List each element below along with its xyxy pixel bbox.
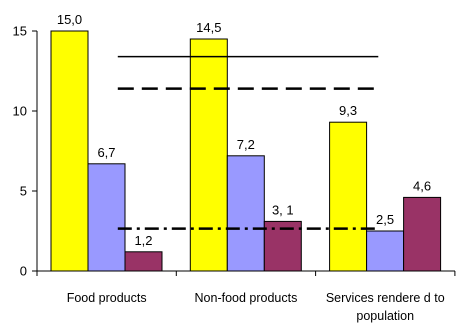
bar — [87, 163, 126, 272]
data-label: 9,3 — [339, 103, 357, 118]
bar — [50, 30, 89, 272]
x-category-label: Services rendere d to — [326, 291, 445, 305]
data-label: 2,5 — [376, 212, 394, 227]
y-tick-label: 5 — [20, 184, 27, 199]
data-label: 14,5 — [196, 20, 221, 35]
data-label: 3, 1 — [272, 202, 294, 217]
bar — [226, 155, 265, 272]
y-tick-label: 0 — [20, 264, 27, 279]
plot-area: 0 5 10 15 15,0 14,5 9,3 6,7 7,2 2,5 1,2 3, 1 4,6 Food… — [13, 12, 456, 323]
data-label: 15,0 — [57, 12, 82, 27]
bar — [366, 230, 405, 272]
data-label: 1,2 — [134, 233, 152, 248]
x-category-label: Non-food products — [195, 291, 298, 305]
bar — [124, 251, 163, 272]
x-category-label: Food products — [67, 291, 147, 305]
data-label: 7,2 — [237, 137, 255, 152]
data-label: 6,7 — [97, 145, 115, 160]
x-category-label: population — [356, 309, 414, 323]
y-tick-label: 10 — [13, 104, 27, 119]
y-tick-label: 15 — [13, 24, 27, 39]
bar — [403, 196, 442, 272]
bar — [329, 121, 368, 272]
bar — [189, 38, 228, 272]
data-label: 4,6 — [413, 178, 431, 193]
